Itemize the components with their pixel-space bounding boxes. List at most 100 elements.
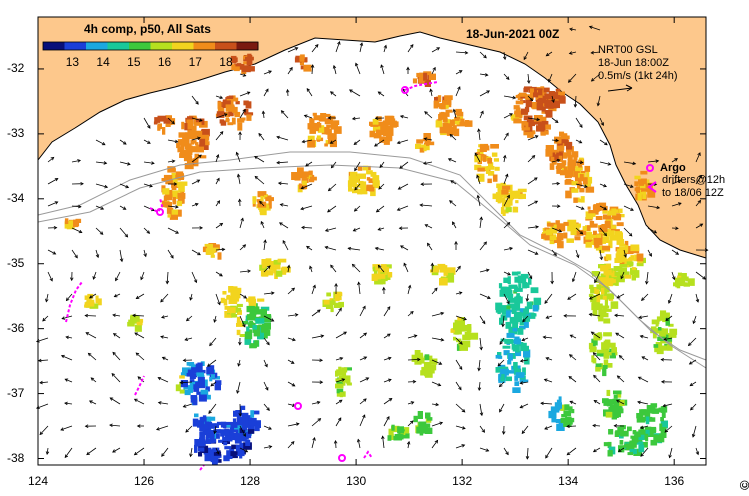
current-vector [90, 377, 97, 383]
sst-pixel [437, 103, 442, 108]
sst-pixel [569, 166, 576, 172]
current-vector [569, 51, 577, 54]
current-vector-head [535, 225, 540, 229]
current-vector-head [458, 291, 463, 295]
current-vector-head [507, 272, 511, 276]
sst-pixel [366, 177, 371, 181]
colorbar-segment [222, 42, 227, 50]
sst-pixel [598, 277, 607, 286]
sst-pixel [616, 239, 625, 245]
current-vector-head [398, 226, 403, 230]
current-vector-head [382, 286, 386, 291]
sst-pixel [317, 125, 325, 133]
sst-pixel [134, 317, 140, 323]
sst-pixel [424, 354, 430, 361]
current-vector [455, 292, 462, 295]
current-vector-head [663, 337, 668, 341]
current-vector [527, 177, 538, 185]
current-vector [383, 379, 392, 383]
current-vector-head [588, 312, 593, 317]
current-vector-head [614, 313, 618, 318]
current-vector-head [600, 122, 604, 127]
sst-pixel [336, 369, 344, 376]
sst-pixel [352, 188, 359, 194]
current-vector [647, 249, 652, 257]
current-vector [85, 315, 97, 317]
sst-pixel [244, 112, 254, 116]
sst-pixel [498, 283, 503, 289]
axis-ticks [37, 17, 706, 465]
sst-pixel [631, 267, 636, 271]
sst-pixel [357, 173, 366, 179]
sst-pixel [203, 426, 211, 434]
sst-pixel [309, 176, 317, 181]
sst-pixel [557, 237, 562, 245]
current-vector-head [263, 239, 267, 244]
current-vector [71, 205, 81, 208]
current-vector [593, 400, 601, 405]
sst-pixel [302, 180, 307, 186]
current-vector [503, 95, 516, 99]
sst-pixel [383, 275, 388, 282]
x-tick-label: 124 [28, 474, 49, 488]
current-vector [397, 139, 409, 144]
current-vector-head [113, 293, 118, 298]
sst-pixel [524, 356, 530, 365]
sst-pixel [163, 118, 171, 124]
sst-pixel [495, 367, 504, 373]
current-vector [191, 117, 203, 122]
current-vector-head [695, 451, 700, 456]
sst-pixel [165, 194, 173, 201]
sst-pixel [657, 327, 662, 331]
current-vector-head [596, 102, 601, 107]
current-vector-head [579, 124, 583, 129]
sst-pixel [391, 425, 400, 433]
current-vector [527, 249, 538, 255]
sst-pixel [678, 277, 686, 283]
current-vector-head [499, 341, 503, 345]
sst-pixel [226, 432, 234, 438]
sst-pixel [324, 143, 328, 147]
current-vector-head [77, 159, 82, 163]
current-vector [479, 293, 491, 299]
sst-pixel [242, 321, 248, 325]
sst-pixel [333, 126, 342, 134]
current-vector [287, 314, 298, 317]
current-vector-head [501, 431, 506, 435]
current-vector [689, 381, 697, 387]
sst-pixel [558, 421, 563, 426]
sst-pixel [616, 394, 622, 398]
sst-pixel [198, 394, 207, 402]
colorbar-segment [118, 42, 123, 50]
sst-pixel [196, 372, 204, 376]
sst-pixel [245, 439, 251, 446]
current-vector-head [84, 424, 89, 428]
current-vector [479, 447, 489, 452]
sst-pixel [552, 157, 558, 162]
sst-pixel [636, 253, 644, 262]
sst-pixel [506, 293, 514, 299]
sst-pixel [508, 370, 515, 374]
current-vector-head [638, 315, 643, 319]
current-vector [214, 315, 217, 323]
current-vector-head [655, 159, 660, 163]
current-vector [593, 352, 601, 361]
current-vector-head [147, 125, 151, 129]
current-vector [262, 111, 265, 119]
sst-pixel [660, 406, 668, 413]
current-vector [112, 352, 121, 361]
current-vector [46, 447, 49, 455]
current-vector [448, 158, 457, 163]
sst-pixel [154, 117, 161, 123]
sst-pixel [211, 374, 215, 379]
sst-pixel [134, 324, 142, 332]
sst-pixel [591, 355, 595, 363]
sst-pixel [64, 220, 69, 225]
sst-pixel [423, 147, 427, 152]
y-tick-label: -34 [7, 190, 25, 205]
current-vector-head [567, 296, 571, 300]
sst-pixel [443, 269, 451, 276]
current-vector-head [53, 225, 58, 230]
current-vector-head [566, 451, 571, 456]
sst-pixel [505, 206, 512, 213]
